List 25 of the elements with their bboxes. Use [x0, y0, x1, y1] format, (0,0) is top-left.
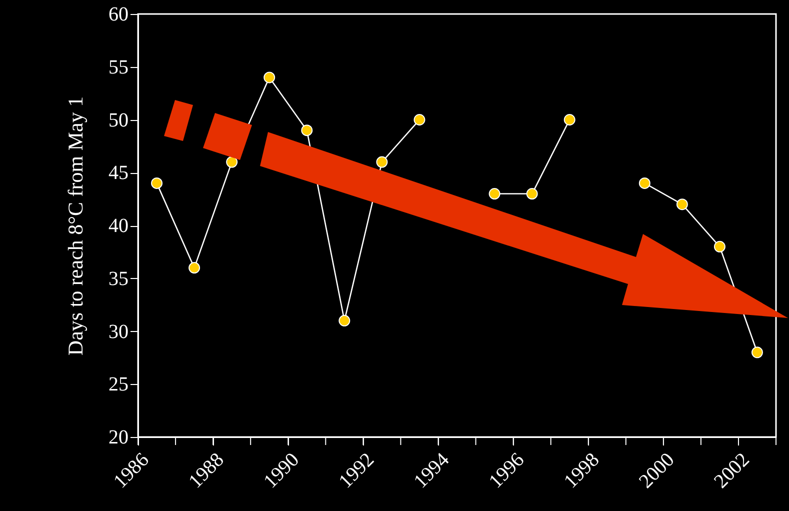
y-tick-label: 20	[108, 426, 128, 448]
point	[488, 188, 500, 200]
point	[264, 72, 276, 84]
point	[338, 314, 350, 326]
y-tick-label: 50	[108, 109, 128, 132]
point	[414, 114, 426, 126]
point	[151, 177, 163, 189]
point	[188, 262, 200, 274]
y-tick-label: 40	[108, 215, 128, 237]
y-tick-label: 60	[108, 4, 128, 26]
point	[226, 156, 238, 168]
point	[714, 240, 726, 252]
y-tick-label: 25	[108, 374, 128, 396]
point	[301, 124, 313, 136]
point	[638, 177, 650, 189]
y-tick-label: 45	[108, 162, 128, 184]
y-tick-label: 55	[108, 56, 128, 78]
y-tick-label: 35	[108, 268, 128, 290]
point	[564, 114, 576, 126]
point	[676, 198, 688, 210]
point	[751, 346, 763, 358]
point	[376, 156, 388, 168]
point	[526, 188, 538, 200]
y-tick-label: 30	[108, 320, 128, 343]
y-axis-title: Days to reach 8°C from May 1	[64, 96, 88, 356]
